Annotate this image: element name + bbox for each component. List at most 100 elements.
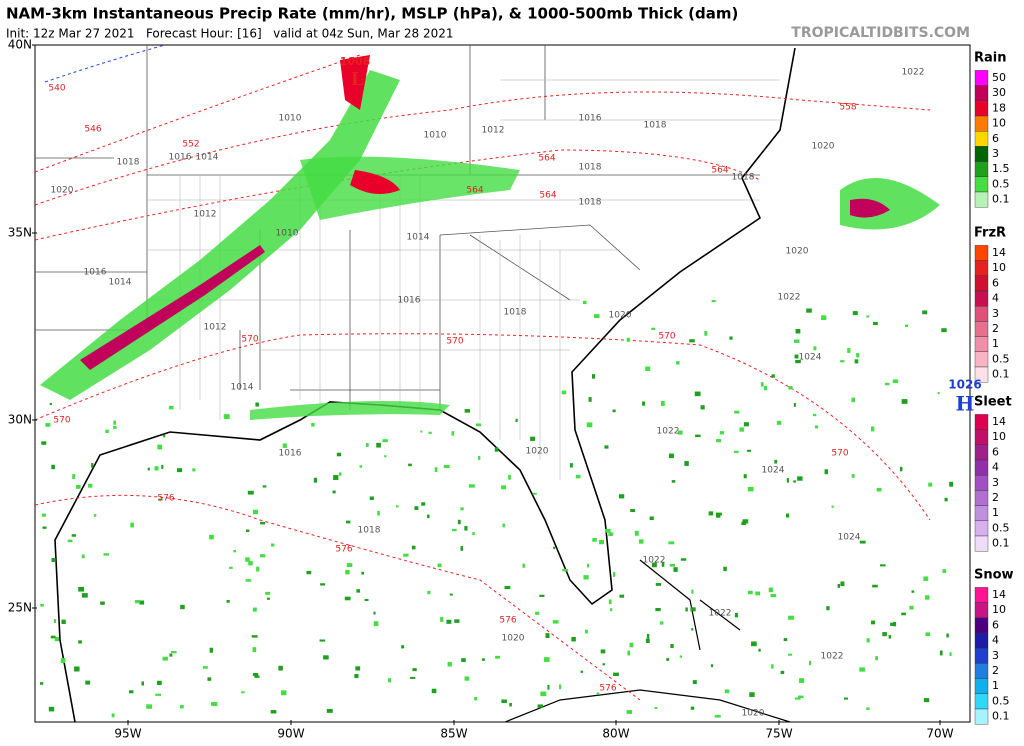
shower-cell (747, 486, 754, 492)
shower-cell (346, 563, 353, 568)
shower-cell (654, 706, 658, 709)
shower-cell (710, 664, 714, 668)
legend-swatch (974, 321, 989, 337)
shower-cell (704, 331, 708, 336)
thickness-label: 576 (599, 684, 616, 694)
shower-cell (570, 463, 573, 468)
shower-cell (147, 467, 150, 471)
shower-cell (794, 354, 799, 359)
legend-swatch (974, 70, 989, 86)
legend-label: 6 (992, 276, 999, 289)
shower-cell (93, 514, 97, 517)
shower-cell (361, 571, 364, 575)
shower-cell (252, 647, 257, 653)
shower-cell (901, 612, 906, 616)
shower-cell (680, 558, 687, 561)
legend-label: 1.5 (992, 162, 1010, 175)
shower-cell (786, 478, 789, 483)
shower-cell (711, 300, 716, 303)
shower-cell (941, 328, 947, 333)
shower-cell (708, 511, 714, 516)
isobar-label: 1022 (643, 556, 666, 566)
shower-cell (671, 480, 676, 483)
shower-cell (176, 468, 183, 473)
legend-swatch (974, 146, 989, 162)
shower-cell (875, 656, 878, 661)
legend-label: 6 (992, 132, 999, 145)
isobar-label: 1012 (482, 126, 505, 136)
shower-cell (813, 413, 817, 417)
shower-cell (266, 597, 270, 600)
legend-swatch (974, 275, 989, 292)
shower-cell (171, 651, 177, 654)
legend-label: 3 (992, 476, 999, 489)
shower-cell (163, 434, 166, 438)
shower-cell (909, 605, 914, 610)
shower-cell (596, 692, 600, 695)
shower-cell (734, 612, 738, 618)
shower-cell (40, 682, 44, 685)
shower-cell (255, 402, 259, 407)
isobar-label: 1020 (609, 311, 632, 321)
shower-cell (771, 374, 775, 378)
isobar-label: 1022 (902, 68, 925, 78)
shower-cell (899, 466, 903, 472)
shower-cell (695, 434, 701, 438)
shower-cell (649, 516, 654, 521)
legend-swatch (974, 336, 989, 353)
isobar-label: 1016 (579, 114, 602, 124)
shower-cell (866, 638, 870, 643)
isobar-label: 1014 (231, 383, 254, 393)
shower-cell (85, 680, 91, 685)
shower-cell (679, 655, 682, 658)
shower-cell (78, 640, 82, 644)
shower-cell (180, 704, 184, 709)
shower-cell (105, 429, 109, 434)
shower-cell (252, 673, 259, 677)
isobar-label: 1014 (109, 278, 132, 288)
shower-cell (256, 566, 260, 572)
shower-cell (553, 546, 556, 550)
shower-cell (788, 615, 794, 620)
shower-cell (609, 608, 613, 612)
shower-cell (677, 430, 683, 435)
shower-cell (539, 594, 545, 597)
shower-cell (799, 678, 805, 684)
shower-cell (668, 541, 675, 545)
legend-label: 18 (992, 101, 1006, 114)
shower-cell (320, 583, 326, 586)
shower-cell (252, 607, 257, 612)
shower-cell (612, 409, 616, 413)
shower-cell (282, 443, 287, 448)
shower-cell (410, 676, 416, 679)
shower-cell (543, 657, 550, 662)
shower-cell (694, 391, 701, 397)
shower-cell (582, 300, 587, 305)
legend-swatch (974, 306, 989, 322)
shower-cell (451, 528, 457, 532)
legend-label: 14 (992, 415, 1006, 428)
shower-cell (537, 704, 544, 708)
shower-cell (692, 680, 697, 685)
legend-swatch (974, 444, 989, 461)
shower-cell (50, 635, 56, 639)
shower-cell (743, 474, 747, 479)
shower-cell (241, 691, 245, 694)
shower-cell (373, 611, 376, 615)
shower-cell (670, 643, 674, 648)
isobar-label: 1018 (117, 158, 140, 168)
shower-cell (826, 606, 830, 611)
legend-swatch (974, 475, 989, 491)
isobar-label: 1020 (786, 247, 809, 257)
thickness-lines (34, 54, 931, 701)
shower-cell (345, 520, 351, 524)
shower-cell (373, 621, 379, 627)
legend-label: 14 (992, 588, 1006, 601)
shower-cell (157, 444, 163, 450)
legend-label: 0.5 (992, 521, 1010, 534)
shower-cell (355, 666, 361, 671)
shower-cell (209, 647, 213, 653)
shower-cell (427, 590, 431, 595)
shower-cell (532, 492, 537, 495)
shower-cell (54, 636, 60, 642)
